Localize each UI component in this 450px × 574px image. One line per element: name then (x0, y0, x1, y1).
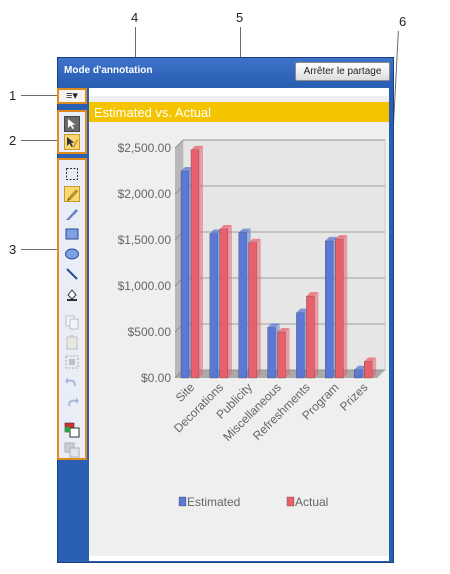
bar (306, 295, 315, 379)
callout-3-leader (21, 249, 57, 250)
y-tick-label: $2,000.00 (118, 187, 172, 201)
bar-top (277, 328, 290, 332)
callout-2-leader (21, 140, 57, 141)
callout-5-leader (240, 27, 241, 67)
bar-side (199, 145, 203, 378)
drawing-tools-group (57, 158, 87, 460)
undo-icon[interactable] (64, 374, 80, 390)
x-tick-label: Site (173, 380, 198, 405)
stop-sharing-button[interactable]: Arrêter le partage (295, 62, 390, 81)
callout-1-leader (21, 95, 57, 96)
highlighter-icon[interactable] (64, 206, 80, 222)
legend-label: Estimated (187, 495, 240, 509)
callout-2: 2 (9, 133, 17, 148)
bar (277, 331, 286, 379)
annotate-pointer-icon[interactable] (64, 134, 80, 150)
bar-side (256, 238, 261, 378)
bar (238, 232, 247, 379)
legend-swatch (178, 496, 187, 507)
bar-top (267, 323, 280, 328)
title-bar: Mode d'annotation Arrêter le partage (58, 58, 393, 84)
legend-label: Actual (295, 495, 328, 509)
bar (267, 327, 276, 379)
bar-side (285, 328, 290, 378)
select-all-icon[interactable] (64, 354, 80, 370)
bar-top (335, 235, 348, 240)
chart-title: Estimated vs. Actual (94, 105, 212, 120)
callout-1: 1 (9, 88, 17, 103)
callout-3: 3 (9, 242, 17, 257)
bar (190, 149, 200, 379)
rectangle-icon[interactable] (64, 226, 80, 242)
bar (363, 361, 373, 379)
redo-icon[interactable] (64, 394, 80, 410)
background-color-icon[interactable] (64, 442, 80, 458)
window-title: Mode d'annotation (64, 65, 153, 76)
bar (353, 369, 363, 379)
bar (325, 240, 334, 379)
paste-icon[interactable] (64, 334, 80, 350)
bar (219, 228, 229, 379)
x-tick-label: Prizes (337, 380, 370, 413)
callout-6-leader (392, 31, 406, 141)
bar-top (191, 145, 203, 150)
legend-swatch (286, 496, 295, 507)
pen-icon[interactable] (64, 186, 80, 202)
fill-icon[interactable] (64, 286, 80, 302)
annotation-window: Mode d'annotation Arrêter le partage ≡▾ (57, 57, 394, 563)
bar-chart: $0.00 $500.00 $1,000.00 $1,500.00 $2,000.00 $… (118, 139, 386, 509)
color-picker-icon[interactable] (64, 422, 80, 438)
bar (296, 312, 305, 379)
y-tick-label: $1,000.00 (118, 279, 172, 293)
chart-title-bar: Estimated vs. Actual (89, 102, 389, 122)
gridline-side (174, 139, 184, 149)
copy-icon[interactable] (64, 314, 80, 330)
pointer-icon[interactable] (64, 116, 80, 132)
bar (335, 238, 344, 379)
selection-rectangle-icon[interactable] (64, 166, 80, 182)
ellipse-icon[interactable] (64, 246, 80, 262)
shared-content-area[interactable]: Estimated vs. Actual $0.00 $500.00 $1,000.… (89, 88, 389, 561)
bar (180, 170, 190, 379)
bar-top (325, 236, 338, 241)
callout-5: 5 (236, 10, 244, 25)
annotation-menu-button[interactable]: ≡▾ (57, 88, 87, 104)
bar-side (343, 235, 348, 378)
callout-6: 6 (399, 14, 407, 29)
y-tick-label: $500.00 (128, 325, 172, 339)
line-icon[interactable] (64, 266, 80, 282)
bar-top (296, 308, 309, 313)
callout-4: 4 (131, 10, 139, 25)
bar-top (306, 292, 319, 297)
y-tick-label: $2,500.00 (118, 141, 172, 155)
bar-side (227, 224, 232, 378)
bar-top (248, 238, 261, 243)
bar-side (314, 292, 319, 378)
bar (248, 242, 257, 379)
pointer-tools-group (57, 110, 87, 154)
y-tick-label: $1,500.00 (118, 233, 172, 247)
y-tick-label: $0.00 (141, 371, 171, 385)
bar (209, 233, 219, 379)
bar-side (372, 357, 377, 378)
